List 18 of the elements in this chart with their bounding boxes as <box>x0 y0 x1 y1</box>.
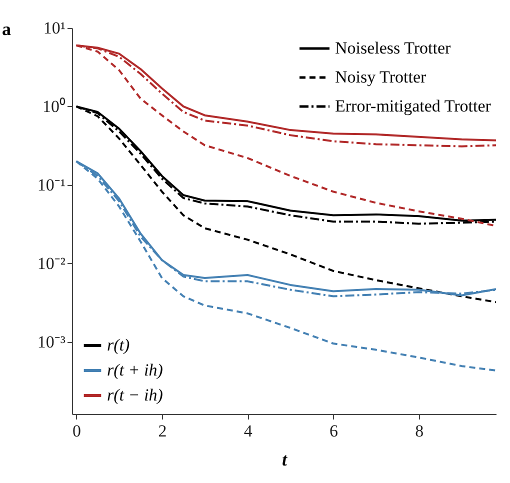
x-tick-label: 4 <box>244 422 253 440</box>
legend-label: r(t − ih) <box>107 386 164 404</box>
legend-label: r(t) <box>107 336 130 354</box>
x-tick-label: 8 <box>415 422 424 440</box>
legend-label: r(t + ih) <box>107 360 164 380</box>
x-tick-label: 2 <box>158 422 167 440</box>
y-tick-label: 10⁻² <box>37 254 66 273</box>
y-tick-label: 10⁻¹ <box>37 175 66 194</box>
y-tick-label: 10⁰ <box>42 96 66 116</box>
text: a <box>2 19 11 39</box>
x-axis-title: t <box>282 450 288 470</box>
legend-label: Error-mitigated Trotter <box>335 96 492 116</box>
y-tick-label: 10⁻³ <box>37 332 66 352</box>
y-tick-label: 10¹ <box>43 18 66 38</box>
x-tick-label: 0 <box>72 422 82 440</box>
legend-label: Noiseless Trotter <box>335 38 452 58</box>
x-tick-label: 6 <box>330 422 338 440</box>
legend-label: Noisy Trotter <box>335 68 426 86</box>
